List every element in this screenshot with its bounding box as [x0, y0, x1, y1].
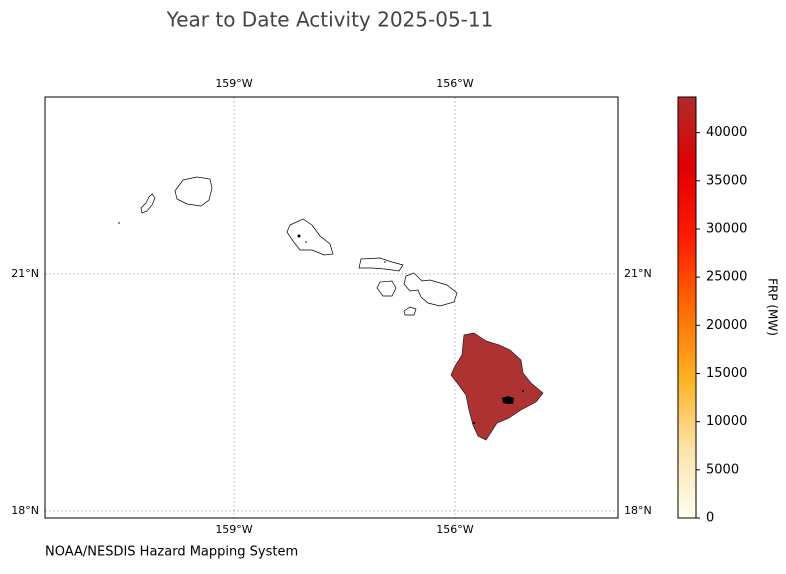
oahu — [286, 218, 334, 256]
y-tick-label: 18°N — [11, 504, 39, 517]
fire-detection — [522, 390, 524, 392]
y-tick-label: 21°N — [11, 267, 39, 280]
colorbar-tick-label: 25000 — [706, 270, 747, 285]
fire-detection — [502, 396, 514, 404]
lanai — [376, 280, 397, 297]
y-tick-label: 21°N — [624, 267, 652, 280]
maui — [403, 272, 458, 307]
x-tick-label: 159°W — [215, 77, 252, 90]
colorbar-tick-label: 0 — [706, 511, 714, 526]
fire-detection — [118, 222, 120, 224]
fire-detection — [473, 422, 475, 424]
colorbar-tick-label: 30000 — [706, 221, 747, 236]
fire-detection — [305, 241, 307, 243]
molokai — [358, 257, 404, 272]
title: Year to Date Activity 2025-05-11 — [166, 8, 494, 32]
colorbar — [677, 96, 697, 519]
kahoolawe — [403, 306, 417, 316]
colorbar-tick-label: 20000 — [706, 318, 747, 333]
x-tick-label: 156°W — [436, 77, 473, 90]
y-tick-label: 18°N — [624, 504, 652, 517]
islands — [118, 176, 544, 441]
colorbar-label: FRP (MW) — [766, 278, 780, 336]
colorbar-tick-label: 35000 — [706, 173, 747, 188]
hawaii-island — [450, 332, 544, 441]
footer: NOAA/NESDIS Hazard Mapping System — [45, 545, 298, 560]
fire-detection — [297, 234, 301, 238]
niihau — [140, 193, 156, 214]
x-tick-label: 159°W — [215, 523, 252, 536]
colorbar-tick-label: 15000 — [706, 366, 747, 381]
x-tick-label: 156°W — [436, 523, 473, 536]
fire-detection — [384, 261, 386, 263]
colorbar-tick-label: 40000 — [706, 125, 747, 140]
colorbar-tick-label: 5000 — [706, 462, 739, 477]
map-frame — [44, 96, 619, 519]
colorbar-tick-label: 10000 — [706, 414, 747, 429]
kauai — [174, 176, 213, 207]
